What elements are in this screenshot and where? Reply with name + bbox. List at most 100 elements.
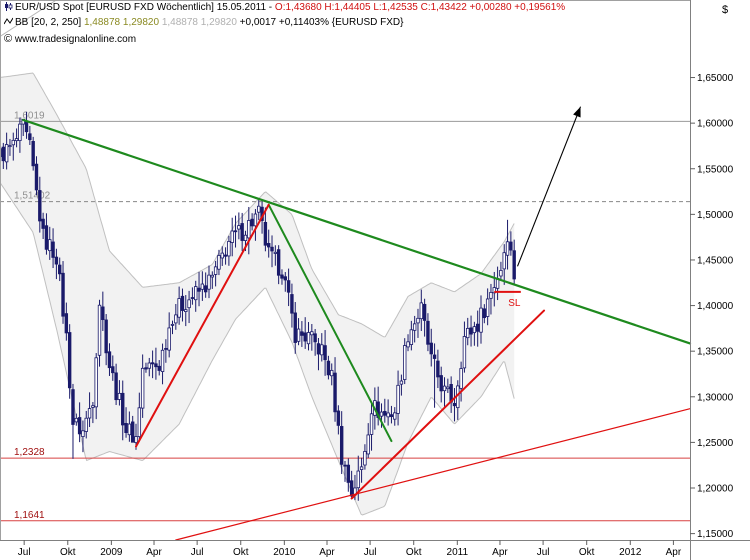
candle-down [303, 332, 307, 342]
candle-up [87, 408, 92, 419]
currency-symbol: $ [722, 4, 729, 16]
candle-up [167, 327, 171, 351]
drawing-layer: SL [0, 0, 692, 541]
indicator-line: BB [20, 2, 250] 1,48878 1,29820 1,48878 … [4, 17, 403, 28]
candle-down [144, 367, 148, 370]
indicator-values: 1,48878 1,29820 [83, 17, 160, 28]
candle-layer [0, 111, 516, 501]
y-tick-label: 1,25000 [697, 438, 734, 449]
x-tick-label: 2010 [273, 547, 296, 558]
x-tick-label: Okt [233, 547, 249, 558]
trend-line-green [22, 118, 692, 345]
candle-down [270, 246, 274, 252]
x-tick-label: 2012 [619, 547, 642, 558]
candle-up [170, 323, 175, 326]
candle-up [210, 274, 215, 278]
candle-down [422, 303, 427, 321]
candle-down [51, 241, 55, 258]
candle-down [164, 348, 168, 350]
candle-down [180, 295, 185, 311]
x-tick-label: Okt [60, 547, 76, 558]
candle-down [233, 230, 238, 233]
candle-up [207, 274, 211, 290]
candle-up [273, 251, 278, 254]
y-tick-label: 1,40000 [697, 301, 734, 312]
candle-down [429, 342, 433, 355]
candle-down [389, 414, 394, 418]
candle-down [44, 225, 49, 250]
candle-down [197, 287, 201, 292]
candle-up [379, 411, 384, 417]
projection-arrow [516, 106, 582, 267]
candle-up [459, 368, 463, 389]
candle-down [41, 218, 45, 229]
ohlc-values: O:1,43680 H:1,44405 L:1,42535 [274, 2, 418, 13]
candle-down [432, 354, 437, 359]
candle-up [396, 384, 400, 414]
candle-up [8, 145, 12, 148]
level-label: 1,6019 [14, 110, 45, 121]
candle-down [326, 360, 331, 376]
trend-line-red [350, 309, 546, 500]
candle-up [320, 344, 324, 356]
indicator-values-muted: 1,48878 1,29820 [161, 17, 237, 28]
candle-up [499, 270, 503, 277]
candle-down [290, 294, 294, 314]
copyright-line: © www.tradesignalonline.com [4, 33, 136, 45]
candle-down [111, 366, 115, 374]
candle-down [313, 333, 317, 343]
y-tick-label: 1,60000 [697, 119, 734, 130]
candle-up [184, 309, 188, 312]
x-tick-label: Okt [406, 547, 422, 558]
candle-up [247, 220, 251, 239]
bollinger-band-layer [0, 72, 515, 516]
candle-up [366, 434, 370, 455]
candle-down [150, 362, 155, 365]
candle-up [419, 302, 423, 320]
candle-down [101, 306, 105, 321]
candle-down [1, 146, 6, 162]
candle-up [253, 213, 258, 227]
y-tick-label: 1,30000 [697, 392, 734, 403]
candle-down [280, 274, 284, 279]
candle-up [406, 341, 410, 348]
x-tick-label: 2009 [100, 547, 123, 558]
candle-up [117, 392, 122, 400]
trend-line-red [175, 408, 691, 541]
candle-down [64, 313, 69, 334]
candle-down [267, 243, 271, 248]
candle-down [114, 372, 118, 401]
close-value: C:1,43422 +0,00280 +0,19561% [420, 2, 566, 13]
candle-down [346, 464, 351, 483]
candle-down [28, 133, 32, 141]
candle-up [479, 307, 483, 333]
candle-up [127, 423, 132, 436]
candle-up [412, 323, 417, 331]
x-tick-label: 2011 [447, 547, 469, 558]
candle-down [157, 365, 161, 371]
copyright-icon: © [4, 33, 13, 45]
candle-up [200, 283, 205, 290]
candle-up [94, 357, 98, 408]
candle-up [330, 369, 334, 377]
candle-up [91, 405, 95, 408]
candle-up [472, 326, 477, 334]
candle-down [339, 426, 344, 465]
candle-up [48, 239, 52, 252]
x-tick-label: Apr [146, 547, 162, 558]
candle-up [220, 252, 224, 259]
candle-down [104, 319, 108, 354]
y-tick-label: 1,45000 [697, 255, 734, 266]
site-url[interactable]: www.tradesignalonline.com [14, 34, 137, 45]
candle-up [187, 299, 191, 309]
level-label: 1,1641 [14, 510, 45, 521]
candle-up [257, 205, 261, 213]
candle-up [446, 386, 450, 390]
candle-up [505, 241, 510, 256]
candle-up [140, 367, 145, 409]
indicator-change: +0,0017 +0,11403% {EURUSD FXD} [239, 17, 404, 28]
x-tick-label: Apr [492, 547, 508, 558]
